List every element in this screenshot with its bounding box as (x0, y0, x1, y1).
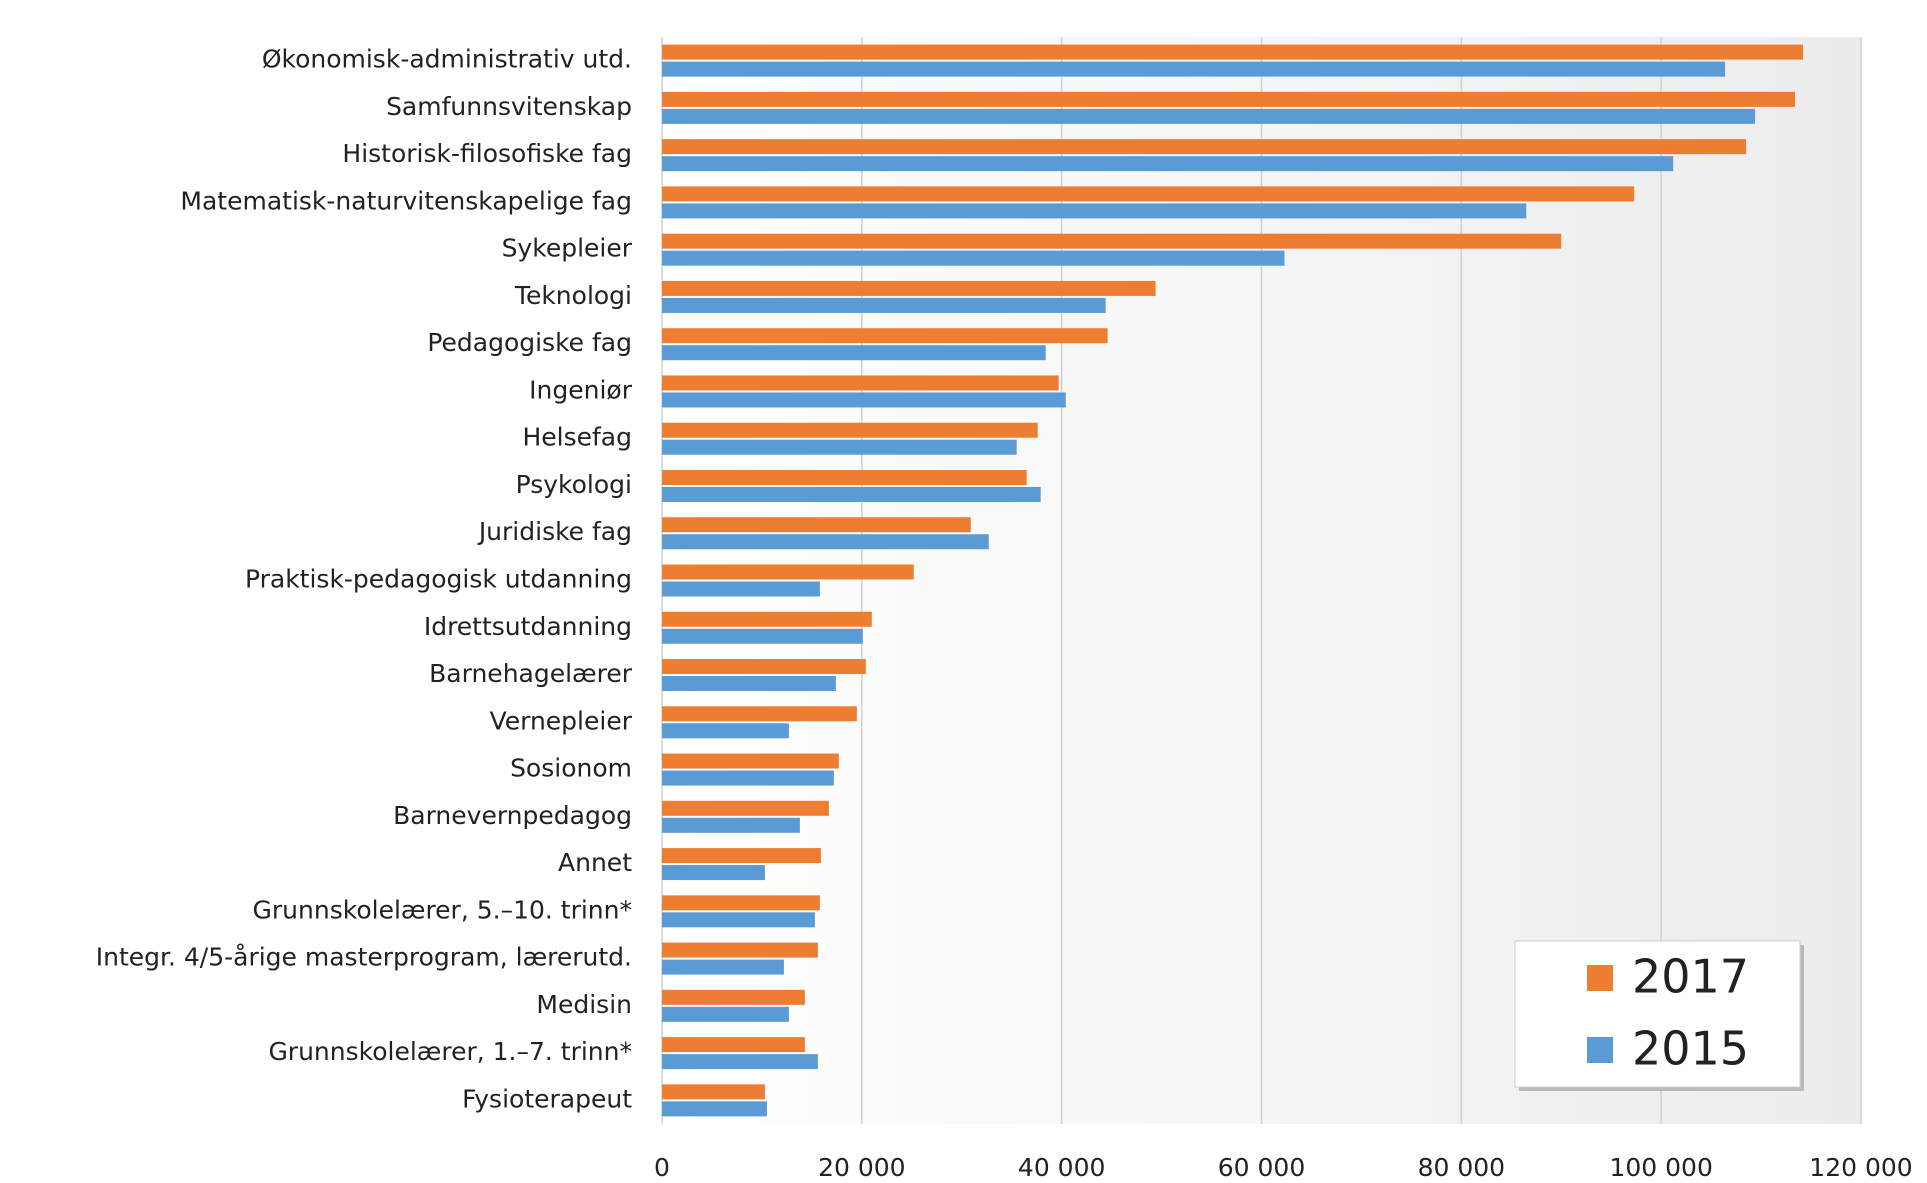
bar (662, 628, 863, 644)
bar (662, 659, 866, 675)
bar (662, 817, 800, 833)
y-tick-label: Fysioterapeut (462, 1084, 632, 1113)
y-tick-label: Helsefag (522, 423, 632, 452)
bar (662, 581, 820, 597)
y-tick-label: Idrettsutdanning (424, 612, 632, 641)
bar (662, 61, 1726, 77)
y-tick-label: Grunnskolelærer, 5.–10. trinn* (253, 895, 632, 924)
bar (662, 564, 914, 580)
y-tick-label: Barnehagelærer (429, 659, 633, 688)
bar (662, 676, 836, 692)
bar (662, 280, 1156, 296)
bar (662, 1006, 789, 1022)
y-tick-label: Integr. 4/5-årige masterprogram, lærerut… (96, 943, 632, 972)
y-tick-label: Psykologi (516, 470, 632, 499)
bar (662, 800, 829, 816)
bar (662, 1101, 767, 1117)
bar (662, 328, 1108, 344)
legend-label: 2015 (1632, 1022, 1749, 1076)
x-tick-label: 0 (654, 1153, 670, 1182)
y-tick-label: Grunnskolelærer, 1.–7. trinn* (268, 1037, 632, 1066)
bar (662, 345, 1046, 361)
x-tick-label: 120 000 (1809, 1153, 1912, 1182)
y-tick-label: Ingeniør (529, 375, 633, 404)
bar (662, 44, 1804, 60)
bar (662, 439, 1017, 455)
bar (662, 1084, 765, 1100)
legend-label: 2017 (1632, 950, 1749, 1004)
legend-swatch (1587, 1037, 1613, 1063)
x-tick-label: 20 000 (818, 1153, 905, 1182)
bar (662, 942, 818, 958)
bar (662, 156, 1674, 172)
y-tick-label: Samfunnsvitenskap (386, 92, 632, 121)
y-tick-label: Sykepleier (502, 234, 633, 263)
x-tick-label: 80 000 (1418, 1153, 1505, 1182)
bar (662, 108, 1756, 124)
bar (662, 989, 805, 1005)
bar (662, 91, 1796, 107)
y-tick-label: Pedagogiske fag (427, 328, 632, 357)
bar (662, 469, 1027, 485)
bar (662, 959, 784, 975)
bar (662, 1054, 818, 1070)
y-tick-label: Sosionom (510, 754, 632, 783)
y-tick-label: Praktisk-pedagogisk utdanning (245, 565, 632, 594)
bar (662, 203, 1527, 219)
bar (662, 375, 1059, 391)
bar (662, 770, 834, 786)
bar (662, 186, 1635, 202)
y-tick-label: Matematisk-naturvitenskapelige fag (180, 186, 632, 215)
bar (662, 848, 821, 864)
y-tick-label: Teknologi (514, 281, 632, 310)
bar (662, 865, 765, 881)
bar (662, 1037, 805, 1053)
legend-swatch (1587, 965, 1613, 991)
bar (662, 517, 971, 533)
y-tick-label: Historisk-filosofiske fag (342, 139, 632, 168)
x-tick-label: 60 000 (1218, 1153, 1305, 1182)
y-tick-label: Barnevernpedagog (393, 801, 632, 830)
y-tick-label: Vernepleier (490, 706, 633, 735)
bar (662, 233, 1562, 249)
bar (662, 297, 1106, 313)
x-tick-label: 40 000 (1018, 1153, 1105, 1182)
bar (662, 753, 839, 769)
bar (662, 895, 820, 911)
bar (662, 723, 789, 739)
bar (662, 912, 815, 928)
x-tick-label: 100 000 (1609, 1153, 1712, 1182)
bar (662, 486, 1041, 502)
bar (662, 250, 1285, 266)
bar (662, 392, 1066, 408)
bar (662, 706, 857, 722)
y-tick-label: Annet (558, 848, 632, 877)
legend-box (1514, 940, 1801, 1088)
bar (662, 139, 1747, 155)
y-tick-label: Juridiske fag (477, 517, 632, 546)
bar (662, 422, 1038, 438)
bar (662, 611, 872, 627)
y-tick-label: Økonomisk-administrativ utd. (262, 45, 632, 74)
y-tick-label: Medisin (536, 990, 632, 1019)
bar (662, 534, 989, 550)
